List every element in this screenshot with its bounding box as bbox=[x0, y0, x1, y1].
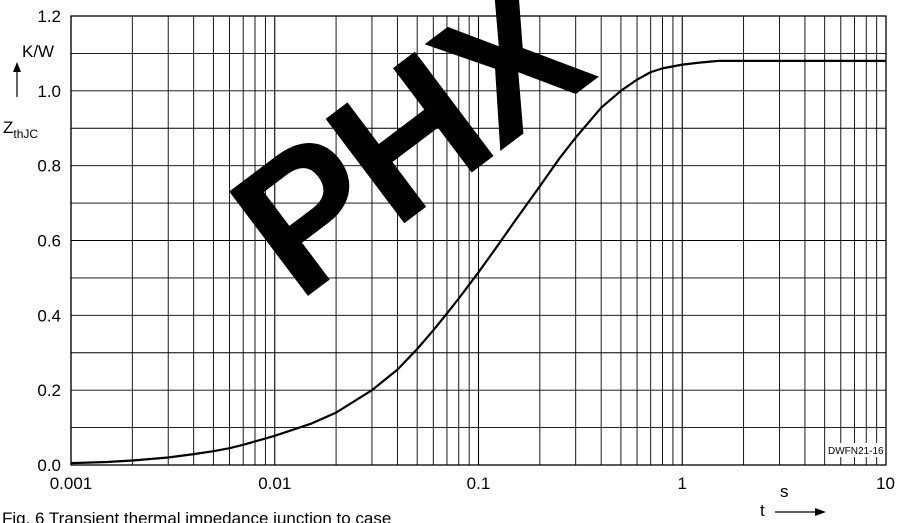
tick-labels: 0.0 0.2 0.4 0.6 0.8 1.0 1.2 0.001 0.01 0.1 1 10 bbox=[37, 7, 895, 493]
y-tick-label: 0.0 bbox=[37, 456, 61, 475]
figure-caption: Fig. 6 Transient thermal impedance junct… bbox=[2, 509, 391, 523]
x-tick-label: 10 bbox=[876, 474, 895, 493]
x-tick-label: 0.01 bbox=[258, 474, 291, 493]
x-axis-arrow-head bbox=[815, 508, 826, 516]
x-tick-label: 1 bbox=[678, 474, 687, 493]
y-axis-symbol-main: Z bbox=[3, 118, 13, 137]
y-tick-label: 1.2 bbox=[37, 7, 61, 26]
x-axis-symbol: t bbox=[760, 501, 765, 520]
y-unit-label: K/W bbox=[22, 42, 54, 61]
y-tick-label: 0.8 bbox=[37, 157, 61, 176]
x-tick-label: 0.001 bbox=[50, 474, 93, 493]
y-tick-label: 1.0 bbox=[37, 82, 61, 101]
grid bbox=[70, 15, 887, 466]
x-unit-label: s bbox=[780, 482, 789, 501]
plot-frame bbox=[70, 15, 887, 466]
y-axis-symbol-sub: thJC bbox=[13, 127, 38, 141]
y-axis-symbol: ZthJC bbox=[3, 118, 38, 141]
series-line-1 bbox=[70, 59, 886, 465]
y-tick-label: 0.6 bbox=[37, 232, 61, 251]
watermark-text: PHX bbox=[195, 0, 624, 336]
series-layer bbox=[70, 59, 886, 465]
y-axis-arrow-head bbox=[13, 62, 21, 72]
reference-label: DWFN21-16 bbox=[828, 446, 884, 457]
reference-label-bg bbox=[826, 443, 884, 457]
y-tick-label: 0.4 bbox=[37, 306, 61, 325]
x-tick-label: 0.1 bbox=[467, 474, 491, 493]
y-tick-label: 0.2 bbox=[37, 381, 61, 400]
watermark: PHX bbox=[195, 0, 624, 336]
